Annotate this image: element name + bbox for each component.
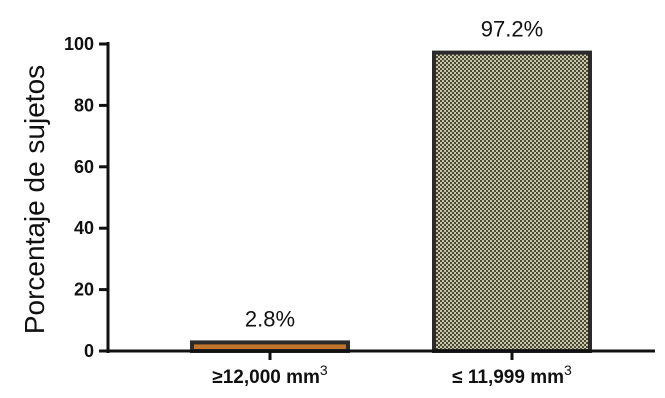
y-tick-label-4: 80 xyxy=(74,95,94,115)
y-tick-label-5: 100 xyxy=(64,34,94,54)
axes-group xyxy=(99,42,655,360)
x-category-label-0: ≥12,000 mm3 xyxy=(212,362,328,388)
x-category-text-1: ≤ 11,999 mm xyxy=(452,367,564,388)
data-label-0: 2.8% xyxy=(245,306,295,331)
x-category-label-1: ≤ 11,999 mm3 xyxy=(452,362,572,388)
bar-1 xyxy=(432,50,592,353)
y-tick-label-0: 0 xyxy=(84,341,94,361)
x-category-text-0: ≥12,000 mm xyxy=(212,367,320,388)
y-tick-label-1: 20 xyxy=(74,280,94,300)
y-tick-label-3: 60 xyxy=(74,157,94,177)
x-category-superscript-1: 3 xyxy=(564,362,572,378)
y-tick-label-2: 40 xyxy=(74,218,94,238)
x-category-superscript-0: 3 xyxy=(320,362,328,378)
data-label-1: 97.2% xyxy=(481,17,543,42)
bars-group xyxy=(190,50,592,353)
y-axis-title: Porcentaje de sujetos xyxy=(19,65,50,334)
